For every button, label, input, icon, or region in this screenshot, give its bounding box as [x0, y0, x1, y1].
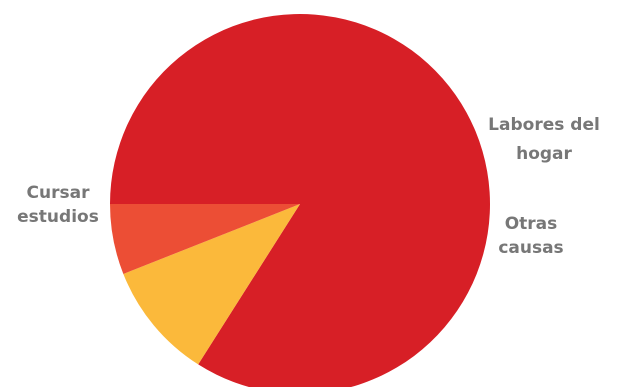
slice-label: Otras causas	[498, 214, 563, 258]
slice-label-line: Cursar	[27, 183, 91, 203]
slice-label: Labores del hogar	[488, 115, 600, 164]
slice-label-line: causas	[498, 238, 563, 258]
slice-label: Cursar estudios	[17, 183, 99, 227]
pie-slice	[123, 204, 300, 365]
slice-label-line: Otras	[505, 214, 558, 234]
slice-label-line: estudios	[17, 207, 99, 227]
pie-slice	[110, 14, 490, 387]
slice-label-line: hogar	[516, 144, 572, 164]
slice-label-line: Labores del	[488, 115, 600, 135]
pie-slice	[110, 204, 300, 274]
pie-labels: Cursar estudios Labores del hogar Otras causa…	[17, 115, 600, 258]
pie-slices	[110, 14, 490, 387]
